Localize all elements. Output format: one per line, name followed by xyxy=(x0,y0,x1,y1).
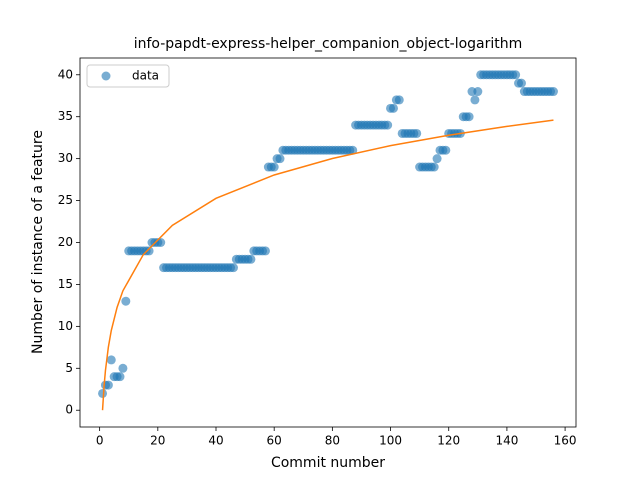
legend-box xyxy=(86,64,170,88)
data-point xyxy=(121,296,131,306)
x-tick-label: 140 xyxy=(495,434,518,448)
y-tick-label: 10 xyxy=(58,319,73,333)
data-point xyxy=(511,70,521,80)
data-point xyxy=(103,380,113,390)
y-tick-label: 0 xyxy=(65,403,73,417)
data-point xyxy=(516,78,526,88)
data-point xyxy=(144,246,154,256)
legend-marker xyxy=(101,71,111,81)
x-tick-label: 20 xyxy=(150,434,165,448)
data-point xyxy=(441,145,451,155)
y-tick-label: 40 xyxy=(58,67,73,81)
data-point xyxy=(388,103,398,113)
data-point xyxy=(348,145,358,155)
y-tick-label: 5 xyxy=(65,361,73,375)
data-point xyxy=(115,372,125,382)
x-tick-label: 40 xyxy=(208,434,223,448)
data-point xyxy=(464,112,474,122)
x-tick-label: 60 xyxy=(267,434,282,448)
x-axis-label: Commit number xyxy=(271,455,385,471)
x-tick-label: 120 xyxy=(437,434,460,448)
data-point xyxy=(260,246,270,256)
fit-line xyxy=(101,119,554,411)
chart-title: info-papdt-express-helper_companion_obje… xyxy=(134,36,523,52)
data-point xyxy=(228,263,238,273)
data-point xyxy=(98,388,108,398)
axes-frame xyxy=(79,57,577,428)
data-point xyxy=(470,95,480,105)
data-point xyxy=(548,87,558,97)
legend-label: data xyxy=(132,69,159,83)
data-point xyxy=(246,254,256,264)
x-tick-label: 80 xyxy=(325,434,340,448)
y-tick-label: 35 xyxy=(58,109,73,123)
data-point xyxy=(412,128,422,138)
data-point xyxy=(432,154,442,164)
data-point xyxy=(275,154,285,164)
data-point xyxy=(473,87,483,97)
data-point xyxy=(106,355,116,365)
x-tick-label: 160 xyxy=(554,434,577,448)
y-tick-label: 25 xyxy=(58,193,73,207)
y-tick-label: 20 xyxy=(58,235,73,249)
y-tick-label: 30 xyxy=(58,151,73,165)
data-point xyxy=(394,95,404,105)
x-tick-label: 0 xyxy=(96,434,104,448)
x-tick-label: 100 xyxy=(379,434,402,448)
data-point xyxy=(383,120,393,130)
data-point xyxy=(429,162,439,172)
data-point xyxy=(118,363,128,373)
y-tick-label: 15 xyxy=(58,277,73,291)
data-point xyxy=(269,162,279,172)
y-axis-label: Number of instance of a feature xyxy=(30,130,46,354)
